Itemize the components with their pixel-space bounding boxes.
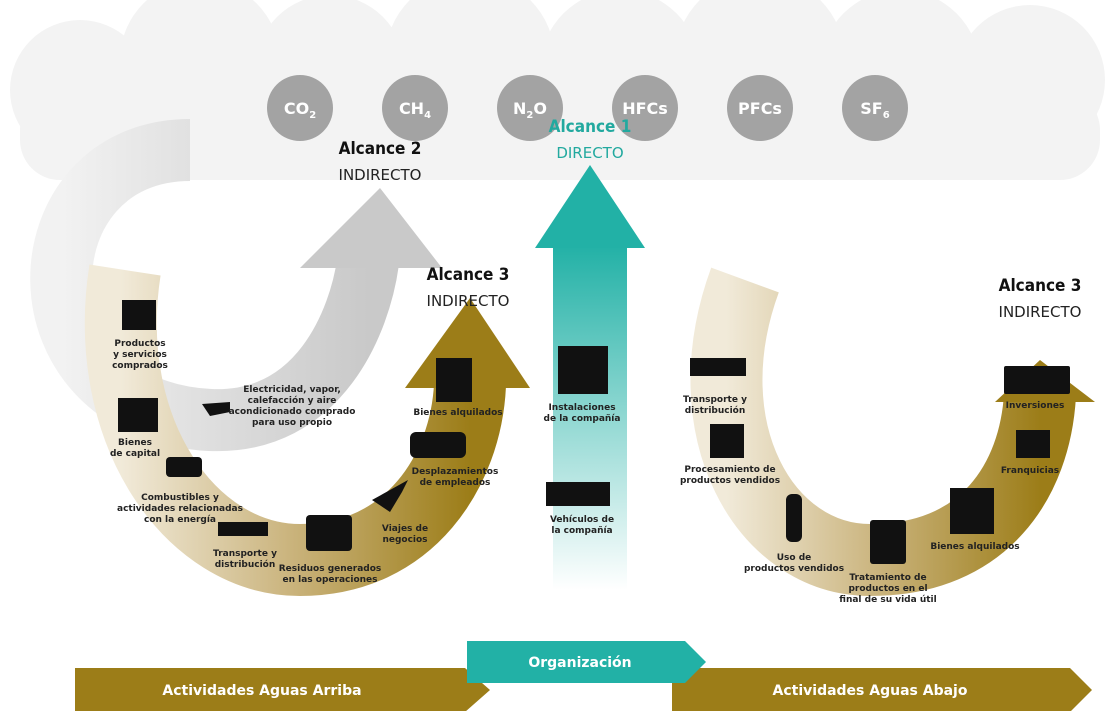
item-label: de empleados bbox=[420, 478, 491, 488]
item-label: final de su vida útil bbox=[839, 595, 936, 605]
item-label: la compañía bbox=[551, 526, 612, 536]
item-label: para uso propio bbox=[252, 418, 332, 428]
item-label: Bienes alquilados bbox=[413, 408, 502, 418]
gas-text: CH bbox=[399, 99, 424, 118]
footer-upstream: Actividades Aguas Arriba bbox=[162, 683, 361, 699]
footer: Actividades Aguas Arriba Organización Ac… bbox=[75, 641, 1092, 711]
item-label: productos vendidos bbox=[680, 476, 780, 486]
item-label: actividades relacionadas bbox=[117, 504, 243, 514]
item-label: productos vendidos bbox=[744, 564, 844, 574]
item-label: acondicionado comprado bbox=[229, 407, 356, 417]
item-label: y servicios bbox=[113, 350, 167, 360]
footer-organization: Organización bbox=[528, 655, 631, 671]
item-label: en las operaciones bbox=[282, 575, 377, 585]
item-label: Franquicias bbox=[1001, 466, 1059, 476]
gas-subscript: 4 bbox=[424, 110, 431, 121]
scope3-downstream-subtitle: INDIRECTO bbox=[999, 303, 1082, 321]
gas-text: CO bbox=[284, 99, 309, 118]
diagram: CO2CH4N2OHFCsPFCsSF6 Alcance 2 INDIRECTO… bbox=[0, 0, 1110, 711]
item-label: Productos bbox=[114, 339, 165, 349]
item-label: Uso de bbox=[777, 553, 812, 563]
item-label: con la energía bbox=[144, 515, 216, 525]
gas-text: N bbox=[513, 99, 526, 118]
item-label: Procesamiento de bbox=[684, 465, 775, 475]
gas-subscript: 2 bbox=[309, 110, 316, 121]
scope3-upstream-subtitle: INDIRECTO bbox=[427, 292, 510, 310]
item-label: Vehículos de bbox=[550, 515, 614, 525]
item-label: Inversiones bbox=[1006, 401, 1065, 411]
item-label: Transporte y bbox=[213, 549, 277, 559]
item-label: Transporte y bbox=[683, 395, 747, 405]
scope1-subtitle: DIRECTO bbox=[556, 144, 623, 162]
gas-label: HFCs bbox=[622, 99, 668, 118]
item-label: distribución bbox=[685, 405, 746, 416]
gas-text: PFCs bbox=[738, 99, 782, 118]
item-label: productos en el bbox=[848, 584, 927, 594]
item-label: Combustibles y bbox=[141, 493, 219, 503]
item-label: Electricidad, vapor, bbox=[243, 385, 341, 395]
scope2-subtitle: INDIRECTO bbox=[339, 166, 422, 184]
item-label: Viajes de bbox=[382, 524, 428, 534]
item-label: negocios bbox=[382, 535, 427, 545]
item-label: de la compañía bbox=[544, 414, 621, 424]
item-label: Desplazamientos bbox=[412, 467, 499, 477]
item-label: Residuos generados bbox=[279, 564, 382, 574]
scope1-title: Alcance 1 bbox=[549, 117, 632, 137]
item-label: calefacción y aire bbox=[248, 395, 337, 406]
gas-text: HFCs bbox=[622, 99, 668, 118]
gas-label: PFCs bbox=[738, 99, 782, 118]
scope3-downstream-arrow bbox=[726, 280, 1095, 560]
gas-text: SF bbox=[860, 99, 882, 118]
scope3-downstream-title: Alcance 3 bbox=[999, 276, 1082, 296]
item-label: Instalaciones bbox=[548, 403, 615, 413]
item-label: comprados bbox=[112, 361, 168, 371]
item-label: distribución bbox=[215, 559, 276, 570]
item-label: Bienes bbox=[118, 438, 152, 448]
gas-text: O bbox=[533, 99, 547, 118]
gas-subscript: 2 bbox=[526, 110, 533, 121]
scope2-title: Alcance 2 bbox=[339, 139, 422, 159]
item-label: Tratamiento de bbox=[849, 573, 926, 583]
item-label: Bienes alquilados bbox=[930, 542, 1019, 552]
footer-downstream: Actividades Aguas Abajo bbox=[773, 683, 968, 699]
scope3-upstream-title: Alcance 3 bbox=[427, 265, 510, 285]
gas-subscript: 6 bbox=[883, 110, 890, 121]
item-label: de capital bbox=[110, 449, 160, 459]
